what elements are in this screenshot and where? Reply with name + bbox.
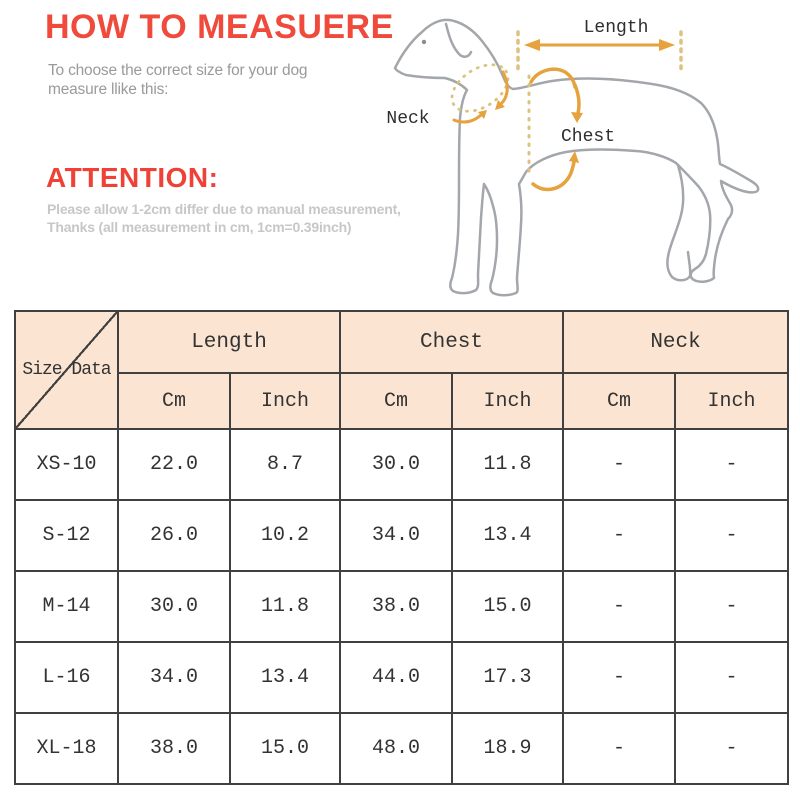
value-cell: 11.8 xyxy=(229,570,341,643)
table-row: L-16 34.0 13.4 44.0 17.3 - - xyxy=(14,641,790,714)
table-unit-header-row: Cm Inch Cm Inch Cm Inch xyxy=(15,372,790,430)
subtitle-line-2: measure llike this: xyxy=(48,81,169,98)
value-cell: 11.8 xyxy=(450,428,565,501)
table-row: XL-18 38.0 15.0 48.0 18.9 - - xyxy=(14,712,790,785)
corner-cell-size-data: Size Data xyxy=(14,310,119,430)
value-cell: - xyxy=(674,499,790,572)
unit-header-cell: Cm xyxy=(562,372,677,430)
value-cell: - xyxy=(562,499,677,572)
row-label-cell: XS-10 xyxy=(14,428,119,501)
subtitle-line-1: To choose the correct size for your dog xyxy=(48,62,308,79)
neck-label: Neck xyxy=(386,109,429,129)
value-cell: 13.4 xyxy=(229,641,341,714)
value-cell: 38.0 xyxy=(117,712,231,785)
chest-down-arrow xyxy=(573,83,581,115)
row-label-cell: XL-18 xyxy=(14,712,119,785)
attention-note-line-1: Please allow 1-2cm differ due to manual … xyxy=(47,201,401,217)
table-group-header-row: Size Data Length Chest Neck xyxy=(14,310,790,430)
chest-label: Chest xyxy=(561,127,615,147)
dog-measurement-diagram: Length Neck Chest xyxy=(386,18,760,297)
value-cell: - xyxy=(674,712,790,785)
value-cell: - xyxy=(562,712,677,785)
row-label-cell: S-12 xyxy=(14,499,119,572)
value-cell: 13.4 xyxy=(450,499,565,572)
chest-down-arrowhead xyxy=(571,112,583,123)
group-header-length: Length xyxy=(117,310,341,374)
value-cell: 22.0 xyxy=(117,428,231,501)
dog-ear-line xyxy=(444,22,473,58)
value-cell: 44.0 xyxy=(339,641,453,714)
attention-note: Please allow 1-2cm differ due to manual … xyxy=(47,200,401,236)
row-label-cell: L-16 xyxy=(14,641,119,714)
neck-arrowhead-lower xyxy=(478,110,487,119)
attention-note-line-2: Thanks (all measurement in cm, 1cm=0.39i… xyxy=(47,219,352,235)
table-row: S-12 26.0 10.2 34.0 13.4 - - xyxy=(14,499,790,572)
dog-far-hind-leg xyxy=(666,163,692,282)
value-cell: 30.0 xyxy=(339,428,453,501)
attention-title: ATTENTION: xyxy=(46,162,219,193)
neck-measure-ellipse xyxy=(450,63,510,113)
length-label: Length xyxy=(584,18,649,38)
value-cell: 34.0 xyxy=(117,641,231,714)
value-cell: 38.0 xyxy=(339,570,453,643)
value-cell: 17.3 xyxy=(450,641,565,714)
length-arrowhead-right xyxy=(659,39,675,51)
value-cell: 8.7 xyxy=(229,428,341,501)
chest-top-arc xyxy=(529,67,577,89)
unit-header-cell: Cm xyxy=(339,372,453,430)
dog-eye xyxy=(421,39,427,45)
unit-header-cell: Cm xyxy=(117,372,231,430)
value-cell: 15.0 xyxy=(450,570,565,643)
value-cell: - xyxy=(674,570,790,643)
dog-outline xyxy=(393,18,760,297)
value-cell: - xyxy=(674,428,790,501)
value-cell: - xyxy=(562,570,677,643)
chest-hook-arrowhead xyxy=(569,151,579,163)
group-header-chest: Chest xyxy=(338,310,565,374)
chest-bottom-hook xyxy=(531,160,576,192)
page-title: HOW TO MEASUERE xyxy=(45,8,394,46)
length-arrowhead-left xyxy=(524,39,540,51)
value-cell: - xyxy=(562,641,677,714)
value-cell: - xyxy=(562,428,677,501)
unit-header-cell: Inch xyxy=(229,372,341,430)
value-cell: - xyxy=(674,641,790,714)
value-cell: 10.2 xyxy=(229,499,341,572)
row-label-cell: M-14 xyxy=(14,570,119,643)
value-cell: 48.0 xyxy=(339,712,453,785)
table-row: XS-10 22.0 8.7 30.0 11.8 - - xyxy=(14,428,790,501)
subtitle: To choose the correct size for your dog … xyxy=(48,61,307,99)
value-cell: 15.0 xyxy=(229,712,341,785)
unit-header-cell: Inch xyxy=(450,372,565,430)
neck-arrow-upper xyxy=(499,70,509,106)
unit-header-cell: Inch xyxy=(674,372,790,430)
neck-arrow-lower xyxy=(452,113,483,124)
value-cell: 34.0 xyxy=(339,499,453,572)
value-cell: 26.0 xyxy=(117,499,231,572)
value-cell: 30.0 xyxy=(117,570,231,643)
neck-arrowhead-upper xyxy=(495,100,505,110)
group-header-neck: Neck xyxy=(562,310,790,374)
table-row: M-14 30.0 11.8 38.0 15.0 - - xyxy=(14,570,790,643)
value-cell: 18.9 xyxy=(450,712,565,785)
size-table: Size Data Length Chest Neck Cm Inch Cm I… xyxy=(14,310,790,785)
